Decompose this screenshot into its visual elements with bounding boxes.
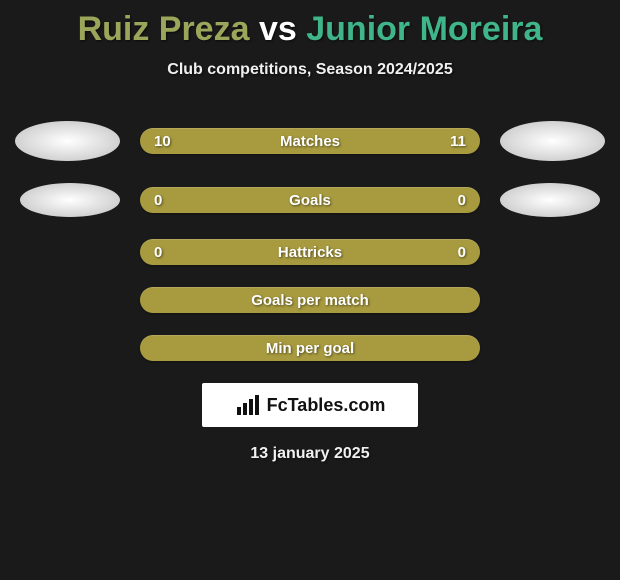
page-title: Ruiz Preza vs Junior Moreira <box>78 10 543 49</box>
stat-bar-min-per-goal: Min per goal <box>140 335 480 361</box>
stat-label: Hattricks <box>278 244 342 261</box>
player1-avatar-icon <box>15 121 120 161</box>
stat-bar-goals-per-match: Goals per match <box>140 287 480 313</box>
date-text: 13 january 2025 <box>250 445 369 463</box>
stat-value-right: 0 <box>436 192 466 209</box>
stats-area: 10 Matches 11 0 Goals 0 0 Hattricks 0 <box>0 121 620 361</box>
subtitle: Club competitions, Season 2024/2025 <box>167 61 452 79</box>
player2-avatar-icon <box>500 183 600 217</box>
stat-label: Min per goal <box>266 340 354 357</box>
stat-bar-hattricks: 0 Hattricks 0 <box>140 239 480 265</box>
bars-icon <box>235 395 263 415</box>
stat-label: Goals <box>289 192 331 209</box>
stat-label: Matches <box>280 133 340 150</box>
stat-value-left: 0 <box>154 192 184 209</box>
stat-row: 0 Hattricks 0 <box>0 239 620 265</box>
stat-row: Min per goal <box>0 335 620 361</box>
title-player2: Junior Moreira <box>306 10 542 48</box>
player1-avatar-icon <box>20 183 120 217</box>
stat-bar-matches: 10 Matches 11 <box>140 128 480 154</box>
stat-row: Goals per match <box>0 287 620 313</box>
stat-bar-goals: 0 Goals 0 <box>140 187 480 213</box>
stat-value-right: 0 <box>436 244 466 261</box>
player2-avatar-icon <box>500 121 605 161</box>
brand-badge: FcTables.com <box>202 383 418 427</box>
brand-text: FcTables.com <box>267 395 386 416</box>
stat-value-right: 11 <box>436 133 466 150</box>
comparison-card: Ruiz Preza vs Junior Moreira Club compet… <box>0 0 620 580</box>
stat-label: Goals per match <box>251 292 369 309</box>
stat-value-left: 0 <box>154 244 184 261</box>
stat-row: 0 Goals 0 <box>0 183 620 217</box>
stat-row: 10 Matches 11 <box>0 121 620 161</box>
title-player1: Ruiz Preza <box>78 10 250 48</box>
stat-value-left: 10 <box>154 133 184 150</box>
title-vs: vs <box>259 10 297 48</box>
